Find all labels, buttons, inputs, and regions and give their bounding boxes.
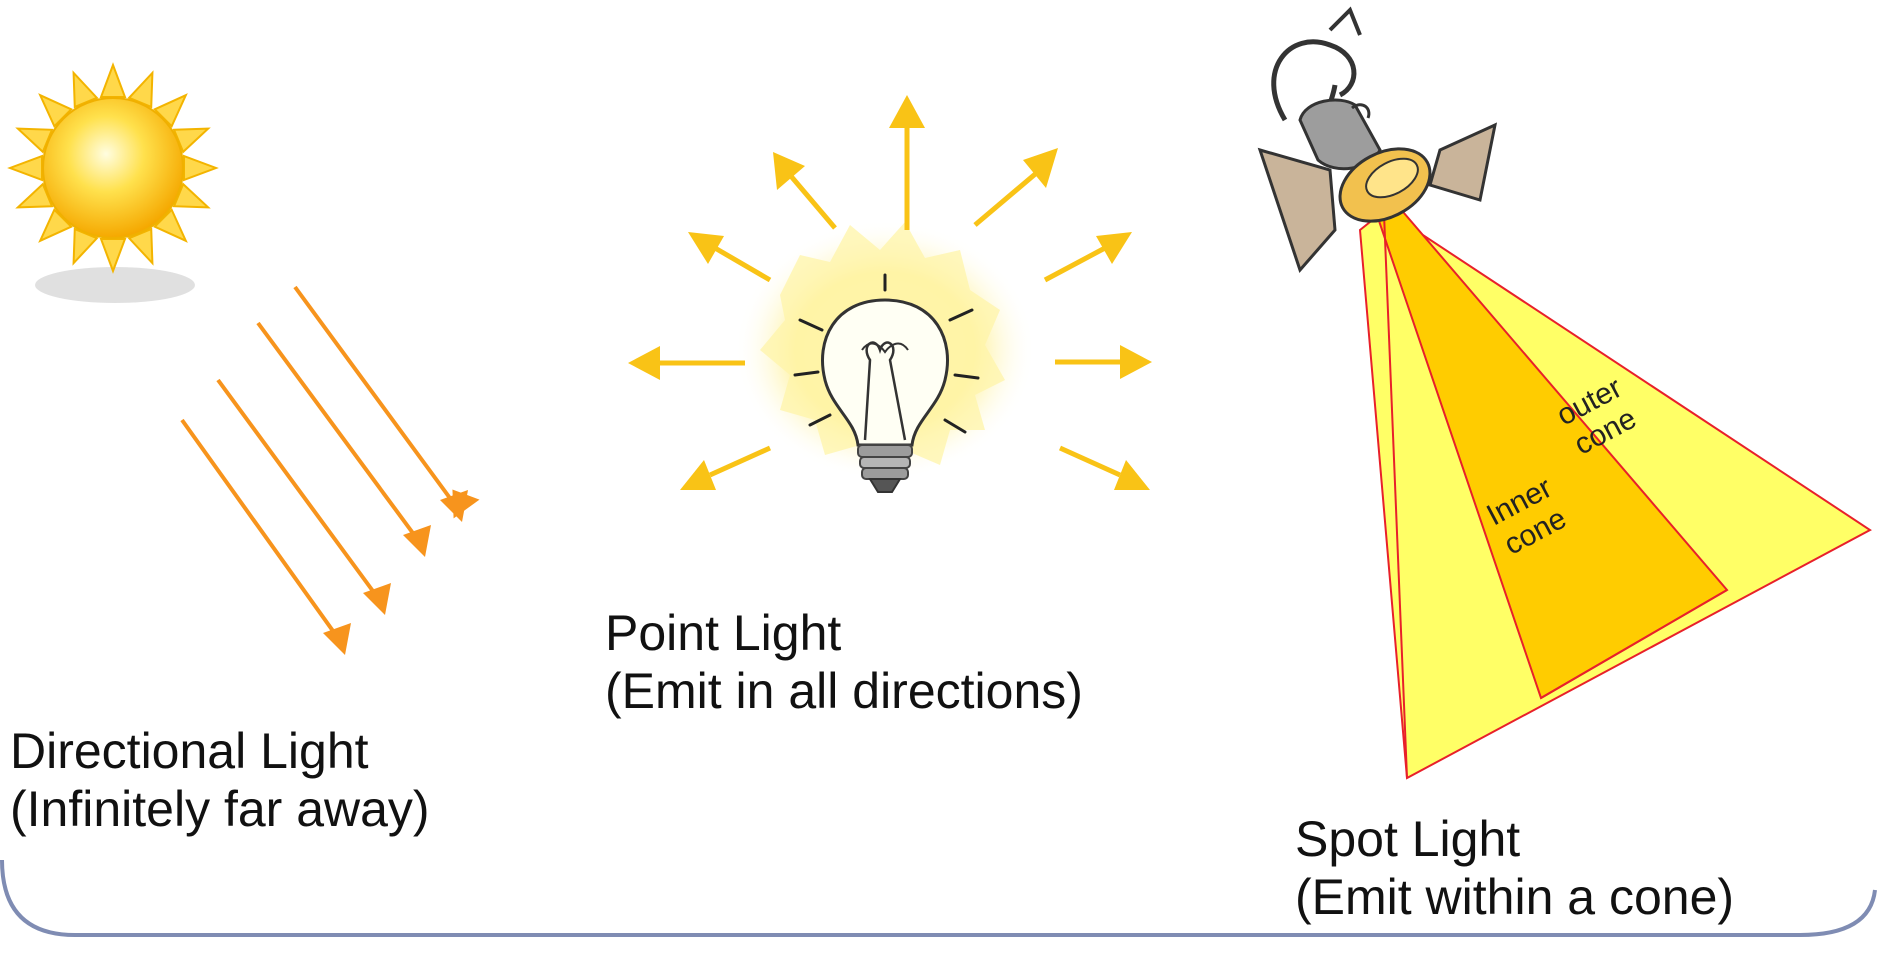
spot-light-subtitle: (Emit within a cone) [1295,869,1735,925]
sun-ray [182,154,219,182]
sun-ray [99,237,127,274]
arrow-up [889,95,925,230]
spot-light-caption: Spot Light (Emit within a cone) [1295,810,1734,926]
point-light-subtitle: (Emit in all directions) [605,663,1083,719]
arrow-up-left [773,152,837,230]
arrow-right [1055,345,1152,379]
ray-arrowhead [440,490,468,522]
point-light-caption: Point Light (Emit in all directions) [605,604,1083,720]
arrow-lower-left [680,445,772,490]
arrow-upper-right [1043,232,1132,283]
ray-arrowhead [403,525,431,557]
sun-ray [7,154,44,182]
directional-rays [180,285,457,640]
spotlight-icon [1257,6,1872,780]
directional-light-subtitle: (Infinitely far away) [10,781,430,837]
sun-icon [7,62,219,303]
ray-arrowhead [363,583,391,615]
point-light-arrows [628,95,1152,490]
arrow-left [628,346,745,380]
arrow-lower-right [1058,445,1150,490]
light-bulb-icon [735,220,1035,493]
sun-ray [99,62,127,99]
spot-light-title: Spot Light [1295,811,1521,867]
arrow-up-right [973,148,1058,227]
ray-arrowhead [323,623,351,655]
point-light-title: Point Light [605,605,842,661]
directional-light-title: Directional Light [10,723,369,779]
arrow-upper-left [688,232,772,283]
directional-light-caption: Directional Light (Infinitely far away) [10,722,430,838]
frame-border [0,859,1877,937]
light-cone [1358,204,1872,780]
